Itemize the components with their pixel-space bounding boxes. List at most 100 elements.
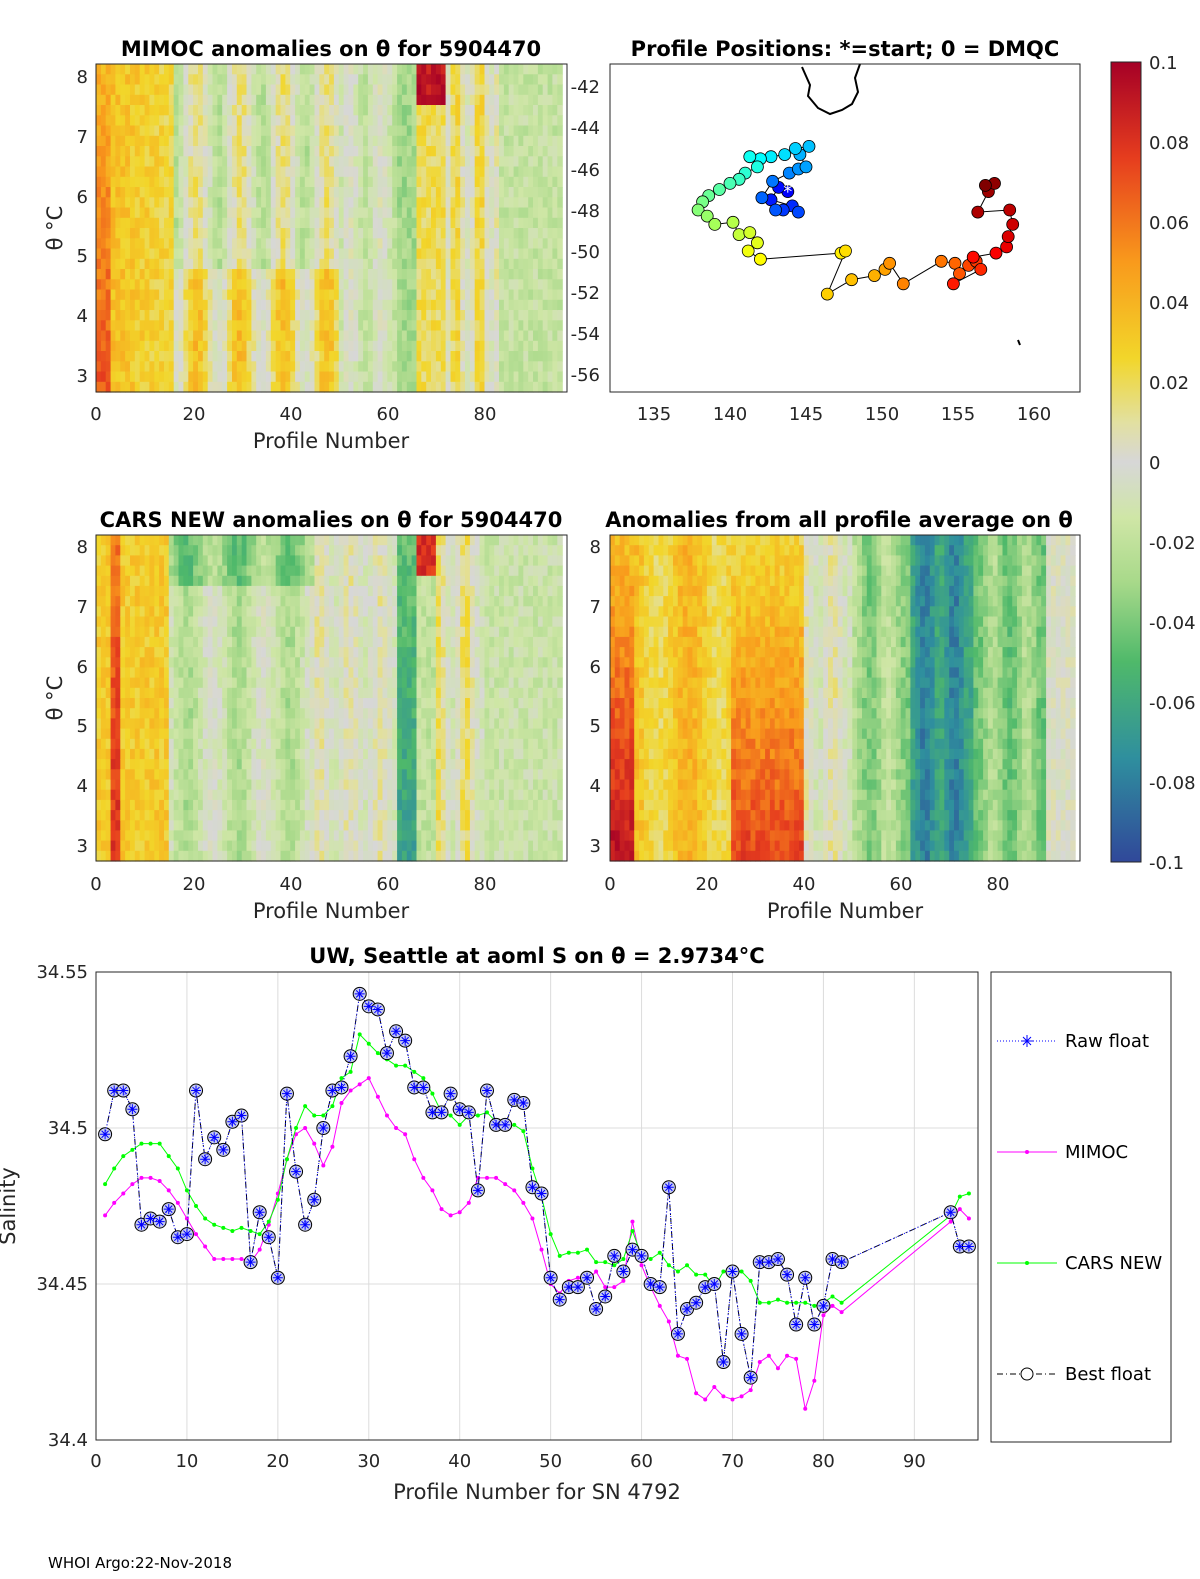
- anomaly-cell: [367, 64, 374, 75]
- anomaly-cell: [333, 228, 340, 239]
- anomaly-cell: [207, 718, 214, 730]
- anomaly-cell: [275, 248, 282, 260]
- anomaly-cell: [503, 176, 510, 188]
- anomaly-cell: [178, 84, 184, 96]
- anomaly-cell: [290, 677, 296, 689]
- anomaly-cell: [275, 810, 282, 821]
- anomaly-cell: [198, 238, 204, 250]
- anomaly-cell: [435, 84, 442, 96]
- anomaly-cell: [338, 779, 345, 791]
- anomaly-cell: [290, 779, 296, 791]
- anomaly-cell: [207, 789, 214, 801]
- anomaly-cell: [212, 320, 218, 332]
- anomaly-cell: [202, 330, 209, 342]
- anomaly-cell: [193, 647, 199, 658]
- anomaly-cell: [411, 84, 418, 96]
- anomaly-cell: [188, 799, 194, 811]
- anomaly-cell: [270, 320, 277, 332]
- anomaly-cell: [319, 596, 325, 607]
- anomaly-cell: [168, 361, 175, 373]
- anomaly-cell: [251, 575, 257, 587]
- anomaly-cell: [173, 361, 180, 373]
- anomaly-cell: [295, 371, 301, 383]
- anomaly-cell: [251, 830, 257, 842]
- anomaly-cell: [353, 606, 359, 618]
- anomaly-cell: [455, 94, 461, 106]
- anomaly-cell: [343, 146, 350, 157]
- anomaly-cell: [533, 299, 539, 311]
- anomaly-cell: [353, 156, 359, 168]
- anomaly-cell: [251, 555, 257, 567]
- anomaly-cell: [222, 248, 228, 260]
- anomaly-cell: [455, 187, 461, 198]
- anomaly-cell: [212, 330, 218, 342]
- anomaly-cell: [406, 289, 413, 301]
- anomaly-cell: [236, 575, 243, 587]
- anomaly-cell: [508, 146, 515, 157]
- anomaly-cell: [115, 340, 121, 352]
- anomaly-cell: [130, 657, 136, 669]
- anomaly-cell: [139, 789, 146, 801]
- anomaly-cell: [275, 555, 282, 567]
- anomaly-cell: [329, 166, 335, 178]
- anomaly-cell: [460, 248, 466, 260]
- anomaly-cell: [105, 197, 112, 209]
- anomaly-cell: [198, 228, 204, 239]
- anomaly-cell: [193, 789, 199, 801]
- anomaly-cell: [469, 146, 476, 157]
- anomaly-cell: [309, 330, 316, 342]
- anomaly-cell: [96, 289, 102, 301]
- profile-position-marker: [708, 217, 722, 231]
- anomaly-cell: [173, 636, 180, 648]
- anomaly-cell: [265, 799, 272, 811]
- anomaly-cell: [426, 248, 432, 260]
- anomaly-cell: [130, 105, 136, 116]
- anomaly-cell: [212, 850, 218, 862]
- anomaly-cell: [256, 718, 262, 730]
- anomaly-cell: [290, 135, 296, 147]
- anomaly-cell: [130, 565, 136, 577]
- anomaly-cell: [270, 125, 277, 137]
- anomaly-cell: [154, 677, 160, 689]
- anomaly-cell: [329, 769, 335, 781]
- anomaly-cell: [343, 687, 350, 699]
- anomaly-cell: [236, 565, 243, 577]
- anomaly-cell: [518, 125, 524, 137]
- anomaly-cell: [513, 125, 520, 137]
- anomaly-cell: [401, 84, 408, 96]
- anomaly-cell: [387, 217, 393, 229]
- anomaly-cell: [115, 575, 121, 587]
- anomaly-cell: [474, 207, 481, 219]
- anomaly-cell: [115, 799, 121, 811]
- anomaly-cell: [304, 269, 311, 280]
- anomaly-cell: [324, 585, 330, 597]
- anomaly-cell: [241, 146, 248, 157]
- anomaly-cell: [115, 647, 121, 658]
- anomaly-cell: [353, 575, 359, 587]
- anomaly-cell: [193, 616, 199, 628]
- anomaly-cell: [377, 279, 384, 291]
- anomaly-cell: [168, 830, 175, 842]
- anomaly-cell: [173, 340, 180, 352]
- anomaly-cell: [329, 279, 335, 291]
- anomaly-cell: [134, 381, 141, 393]
- anomaly-cell: [256, 830, 262, 842]
- anomaly-cell: [130, 94, 136, 106]
- anomaly-cell: [270, 269, 277, 280]
- anomaly-cell: [164, 279, 170, 291]
- anomaly-cell: [144, 94, 151, 106]
- anomaly-cell: [256, 361, 262, 373]
- anomaly-cell: [372, 187, 379, 198]
- anomaly-cell: [489, 217, 495, 229]
- anomaly-cell: [469, 105, 476, 116]
- anomaly-cell: [110, 146, 117, 157]
- anomaly-cell: [280, 565, 286, 577]
- anomaly-cell: [494, 176, 500, 188]
- anomaly-cell: [557, 64, 563, 75]
- anomaly-cell: [164, 840, 170, 852]
- coastline-island: [1017, 339, 1021, 346]
- anomaly-cell: [164, 830, 170, 842]
- anomaly-cell: [130, 238, 136, 250]
- anomaly-cell: [130, 258, 136, 270]
- anomaly-cell: [100, 84, 107, 96]
